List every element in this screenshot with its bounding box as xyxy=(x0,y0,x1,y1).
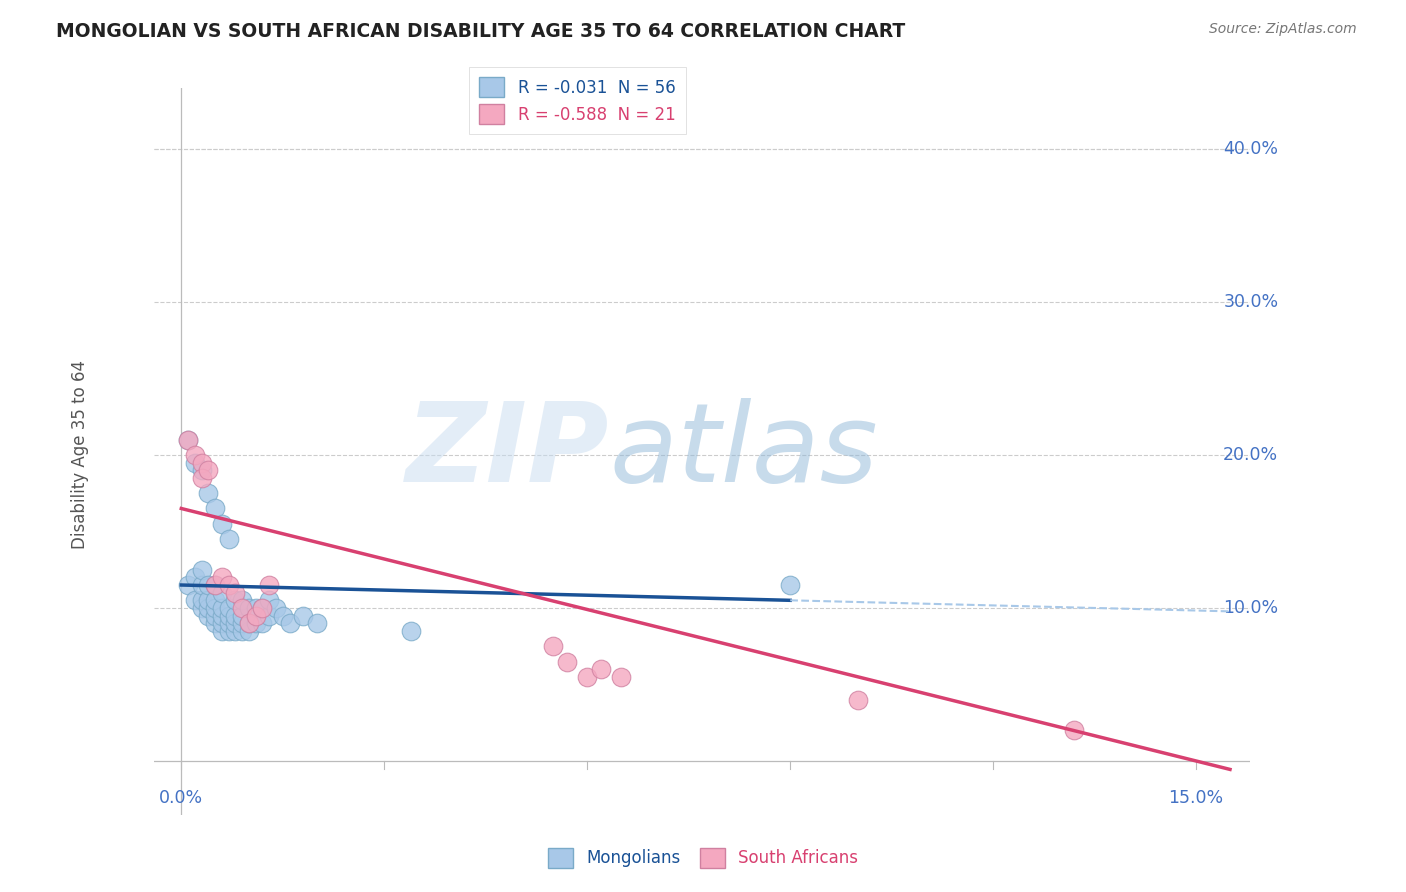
Text: atlas: atlas xyxy=(609,398,877,505)
Point xyxy=(211,624,233,638)
Point xyxy=(245,601,267,615)
Legend: R = -0.031  N = 56, R = -0.588  N = 21: R = -0.031 N = 56, R = -0.588 N = 21 xyxy=(470,67,686,135)
Point xyxy=(231,608,253,623)
Point xyxy=(197,601,219,615)
Text: 30.0%: 30.0% xyxy=(1223,293,1278,311)
Point xyxy=(543,639,565,653)
Point xyxy=(224,585,246,599)
Point xyxy=(252,601,274,615)
Point xyxy=(184,456,207,470)
Point xyxy=(197,593,219,607)
Text: 0.0%: 0.0% xyxy=(159,789,204,806)
Point xyxy=(218,616,240,631)
Point xyxy=(190,578,212,592)
Text: Disability Age 35 to 64: Disability Age 35 to 64 xyxy=(70,360,89,549)
Point xyxy=(1063,723,1085,738)
Point xyxy=(846,693,869,707)
Point xyxy=(218,624,240,638)
Point xyxy=(211,601,233,615)
Point xyxy=(211,516,233,531)
Point xyxy=(197,578,219,592)
Point xyxy=(218,532,240,546)
Point xyxy=(190,471,212,485)
Point xyxy=(184,593,207,607)
Point xyxy=(555,655,578,669)
Point xyxy=(190,593,212,607)
Point xyxy=(204,616,226,631)
Point xyxy=(610,670,633,684)
Point xyxy=(278,616,301,631)
Point xyxy=(257,608,280,623)
Text: ZIP: ZIP xyxy=(405,398,609,505)
Point xyxy=(177,578,200,592)
Point xyxy=(197,608,219,623)
Point xyxy=(177,433,200,447)
Point xyxy=(231,601,253,615)
Point xyxy=(204,601,226,615)
Point xyxy=(184,570,207,584)
Point xyxy=(190,463,212,477)
Point xyxy=(292,608,315,623)
Point xyxy=(218,578,240,592)
Text: 15.0%: 15.0% xyxy=(1168,789,1223,806)
Point xyxy=(224,624,246,638)
Point xyxy=(224,616,246,631)
Point xyxy=(231,616,253,631)
Text: Source: ZipAtlas.com: Source: ZipAtlas.com xyxy=(1209,22,1357,37)
Point xyxy=(177,433,200,447)
Text: 40.0%: 40.0% xyxy=(1223,140,1278,158)
Point xyxy=(271,608,294,623)
Legend: Mongolians, South Africans: Mongolians, South Africans xyxy=(541,841,865,875)
Point xyxy=(252,616,274,631)
Point xyxy=(204,608,226,623)
Point xyxy=(231,624,253,638)
Point xyxy=(204,593,226,607)
Point xyxy=(204,501,226,516)
Text: 10.0%: 10.0% xyxy=(1223,599,1278,617)
Point xyxy=(190,563,212,577)
Point xyxy=(264,601,287,615)
Point xyxy=(204,578,226,592)
Point xyxy=(224,608,246,623)
Point xyxy=(190,456,212,470)
Point xyxy=(224,593,246,607)
Point xyxy=(589,662,612,676)
Point xyxy=(252,601,274,615)
Point xyxy=(218,608,240,623)
Point xyxy=(257,593,280,607)
Point xyxy=(211,585,233,599)
Point xyxy=(211,570,233,584)
Point xyxy=(245,608,267,623)
Point xyxy=(238,616,260,631)
Point xyxy=(238,616,260,631)
Text: MONGOLIAN VS SOUTH AFRICAN DISABILITY AGE 35 TO 64 CORRELATION CHART: MONGOLIAN VS SOUTH AFRICAN DISABILITY AG… xyxy=(56,22,905,41)
Point xyxy=(184,448,207,462)
Point xyxy=(576,670,599,684)
Point xyxy=(238,601,260,615)
Point xyxy=(231,593,253,607)
Point xyxy=(190,601,212,615)
Point xyxy=(197,463,219,477)
Point xyxy=(257,578,280,592)
Point xyxy=(245,616,267,631)
Text: 20.0%: 20.0% xyxy=(1223,446,1278,464)
Point xyxy=(401,624,423,638)
Point xyxy=(238,624,260,638)
Point xyxy=(204,578,226,592)
Point xyxy=(211,616,233,631)
Point xyxy=(779,578,801,592)
Point xyxy=(211,608,233,623)
Point xyxy=(305,616,328,631)
Point xyxy=(197,486,219,500)
Point xyxy=(218,601,240,615)
